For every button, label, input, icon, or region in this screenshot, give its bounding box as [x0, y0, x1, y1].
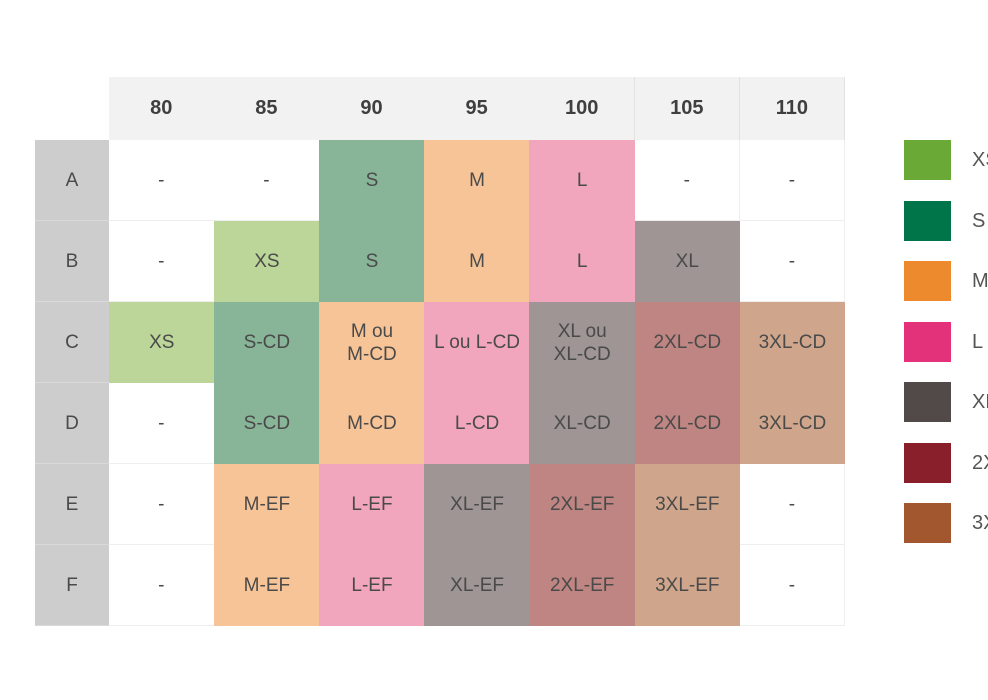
size-cell: L-EF: [319, 464, 425, 545]
legend-label: 2XL: [972, 451, 988, 474]
column-header: 90: [319, 77, 425, 140]
column-header: 85: [214, 77, 320, 140]
legend-swatch: [904, 140, 951, 180]
legend-label: XS: [972, 149, 988, 171]
column-header: 100: [529, 77, 635, 140]
table-corner: [35, 77, 109, 140]
size-cell: 3XL-EF: [634, 545, 741, 626]
size-cell: M-CD: [319, 383, 425, 464]
size-cell: L-CD: [424, 383, 530, 464]
size-cell: XL-EF: [424, 464, 530, 545]
legend-swatch: [904, 321, 951, 362]
size-cell: 3XL-CD: [739, 383, 846, 464]
size-cell: -: [109, 221, 215, 302]
size-cell: XL-CD: [529, 383, 635, 464]
row-header: A: [35, 140, 109, 221]
size-cell: XS: [214, 221, 320, 302]
row-header: E: [35, 464, 109, 545]
size-cell: S-CD: [214, 383, 320, 464]
size-cell: 2XL-EF: [529, 545, 635, 626]
size-cell: 3XL-CD: [739, 302, 846, 383]
legend-label: M: [972, 270, 988, 292]
size-cell: L: [529, 221, 635, 302]
size-cell: 2XL-EF: [529, 464, 635, 545]
legend-swatch: [904, 200, 951, 241]
size-cell: M: [424, 221, 530, 302]
size-cell: -: [739, 140, 846, 221]
column-header: 80: [109, 77, 215, 140]
size-cell: -: [109, 545, 215, 626]
size-cell: L ou L-CD: [424, 302, 530, 383]
size-cell: -: [739, 545, 846, 626]
column-header: 95: [424, 77, 530, 140]
legend-swatch: [904, 382, 951, 422]
size-cell: L-EF: [319, 545, 425, 626]
size-cell: -: [634, 140, 741, 221]
column-header: 105: [634, 77, 741, 140]
size-cell: XS: [109, 302, 215, 383]
size-cell: 2XL-CD: [634, 302, 741, 383]
legend-swatch: [904, 261, 951, 301]
size-cell: L: [529, 140, 635, 221]
size-cell: XL: [634, 221, 741, 302]
size-cell: 2XL-CD: [634, 383, 741, 464]
size-cell: -: [109, 140, 215, 221]
size-cell: -: [739, 221, 846, 302]
legend-label: XL: [972, 391, 988, 413]
size-cell: S: [319, 140, 425, 221]
row-header: F: [35, 545, 109, 626]
legend-label: L: [972, 330, 984, 353]
size-cell: M ou M-CD: [319, 302, 425, 383]
column-header: 110: [739, 77, 846, 140]
legend-swatch: [904, 503, 951, 543]
size-cell: 3XL-EF: [634, 464, 741, 545]
size-cell: M-EF: [214, 545, 320, 626]
row-header: D: [35, 383, 109, 464]
row-header: C: [35, 302, 109, 383]
size-cell: -: [214, 140, 320, 221]
legend-swatch: [904, 442, 951, 483]
size-cell: XL-EF: [424, 545, 530, 626]
size-cell: M-EF: [214, 464, 320, 545]
size-cell: M: [424, 140, 530, 221]
legend-label: S: [972, 209, 986, 232]
size-cell: S-CD: [214, 302, 320, 383]
size-chart-table: 80 85 90 95 100 105 110 A - - S M L - - B - XS S M L XL - C XS S-…: [35, 77, 846, 626]
size-cell: -: [739, 464, 846, 545]
size-cell: S: [319, 221, 425, 302]
size-cell: -: [109, 383, 215, 464]
row-header: B: [35, 221, 109, 302]
size-cell: -: [109, 464, 215, 545]
size-cell: XL ou XL-CD: [529, 302, 635, 383]
legend-label: 3XL: [972, 512, 988, 534]
